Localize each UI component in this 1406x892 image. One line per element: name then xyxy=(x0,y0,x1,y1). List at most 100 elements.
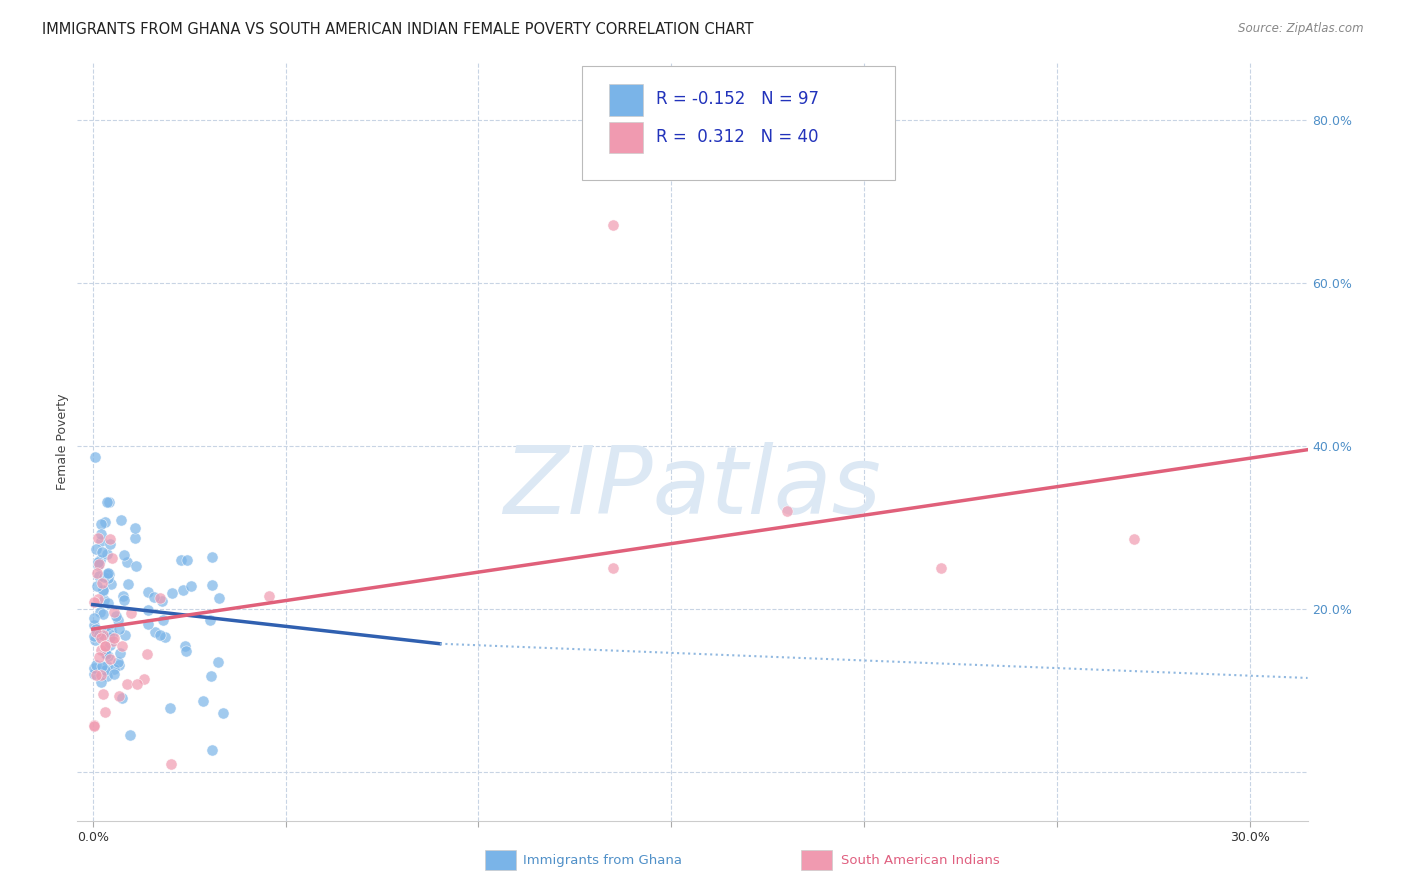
Point xyxy=(136,617,159,632)
Point xyxy=(98,651,121,665)
Point xyxy=(170,553,193,567)
Text: South American Indians: South American Indians xyxy=(841,855,1000,867)
Point xyxy=(87,555,110,569)
Point xyxy=(89,558,111,572)
Point xyxy=(96,597,118,611)
Point xyxy=(90,517,112,532)
Point xyxy=(107,613,129,627)
Point xyxy=(201,578,224,592)
Point xyxy=(108,689,131,703)
Point xyxy=(108,623,131,637)
Point xyxy=(176,553,198,567)
Point xyxy=(83,633,105,648)
Point xyxy=(124,520,146,534)
Point xyxy=(84,667,107,681)
Point xyxy=(83,629,105,643)
Point xyxy=(96,659,118,673)
Point xyxy=(136,603,159,617)
Point xyxy=(94,663,117,677)
Point xyxy=(110,513,132,527)
Point xyxy=(160,756,183,771)
Point xyxy=(100,624,122,639)
Point xyxy=(111,589,134,603)
Point xyxy=(83,611,105,625)
Point xyxy=(94,647,117,661)
Point xyxy=(84,658,107,673)
Point xyxy=(125,559,148,574)
Point xyxy=(124,531,146,545)
Point xyxy=(96,495,118,509)
Point xyxy=(83,719,105,733)
Point xyxy=(91,659,114,673)
Point xyxy=(83,618,105,632)
Point xyxy=(94,515,117,529)
Point xyxy=(94,705,117,719)
Point xyxy=(149,628,172,642)
Point xyxy=(96,566,118,581)
Point xyxy=(127,676,149,690)
Point xyxy=(160,585,183,599)
Point xyxy=(83,595,105,609)
Text: Immigrants from Ghana: Immigrants from Ghana xyxy=(523,855,682,867)
Point xyxy=(136,648,159,662)
Point xyxy=(112,548,135,562)
Point xyxy=(90,628,112,642)
Point xyxy=(111,691,134,706)
Point xyxy=(90,534,112,549)
Point xyxy=(200,613,222,627)
Point xyxy=(201,743,224,757)
Point xyxy=(94,625,117,640)
Point xyxy=(105,609,128,624)
Point xyxy=(103,663,125,677)
Point xyxy=(90,545,112,559)
Point xyxy=(103,605,125,619)
Point xyxy=(120,728,142,742)
Point xyxy=(150,593,173,607)
Point xyxy=(101,634,124,648)
Point xyxy=(101,551,124,566)
Point xyxy=(174,644,197,658)
Point xyxy=(201,550,224,565)
Point xyxy=(153,630,176,644)
Point xyxy=(86,579,108,593)
Point xyxy=(84,625,107,640)
Text: IMMIGRANTS FROM GHANA VS SOUTH AMERICAN INDIAN FEMALE POVERTY CORRELATION CHART: IMMIGRANTS FROM GHANA VS SOUTH AMERICAN … xyxy=(42,22,754,37)
Point xyxy=(180,578,202,592)
Point xyxy=(138,585,160,599)
Point xyxy=(207,656,229,670)
Point xyxy=(89,643,111,657)
Point xyxy=(110,646,132,660)
Point xyxy=(90,527,112,541)
Point xyxy=(159,701,181,715)
Point xyxy=(91,584,114,599)
Point xyxy=(602,219,624,233)
Point xyxy=(172,582,194,597)
Point xyxy=(97,571,120,585)
Point xyxy=(87,650,110,665)
Point xyxy=(89,605,111,619)
Point xyxy=(98,532,121,546)
Point xyxy=(97,495,120,509)
Point xyxy=(149,591,172,605)
Y-axis label: Female Poverty: Female Poverty xyxy=(56,393,69,490)
Point xyxy=(91,582,114,597)
Point xyxy=(112,593,135,607)
Text: R = -0.152   N = 97: R = -0.152 N = 97 xyxy=(655,90,818,108)
Point xyxy=(212,706,235,720)
Point xyxy=(111,639,134,653)
Point xyxy=(101,628,124,642)
Point xyxy=(97,566,120,581)
Text: R =  0.312   N = 40: R = 0.312 N = 40 xyxy=(655,128,818,145)
Point xyxy=(602,561,624,575)
Point xyxy=(90,668,112,682)
Point xyxy=(97,648,120,663)
Point xyxy=(114,628,136,642)
Point xyxy=(257,589,280,603)
Point xyxy=(107,655,129,669)
Point xyxy=(84,622,107,636)
Point xyxy=(143,625,166,640)
Point xyxy=(1123,533,1146,547)
Point xyxy=(83,661,105,675)
Point xyxy=(84,542,107,557)
Point xyxy=(97,566,120,581)
